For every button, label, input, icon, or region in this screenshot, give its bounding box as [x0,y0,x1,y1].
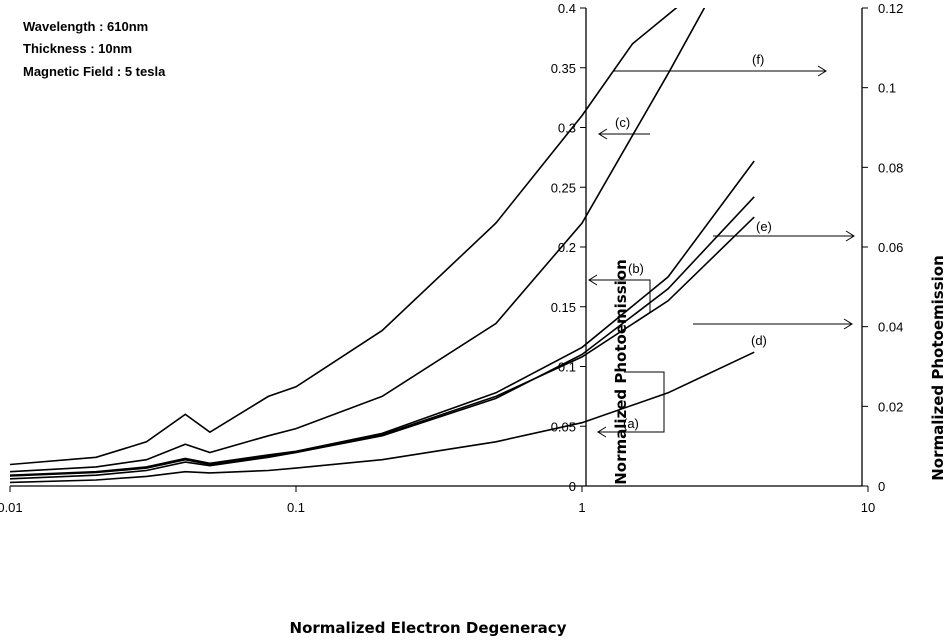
right-y-tick-label: 0.06 [878,240,903,255]
series-line-f [9,8,706,473]
series-label-f: (f) [752,52,764,67]
label-group-a: (a) [597,371,665,438]
left-y-ticks: 00.050.10.150.20.250.30.350.4 [551,1,586,494]
label-group-e: (e) [713,219,855,242]
right-y-tick-label: 0.02 [878,399,903,414]
right-y-ticks: 0 0.02 0.04 0.06 0.08 0.1 0.12 [862,1,903,494]
left-y-tick-label: 0.25 [551,180,576,195]
annotation-magnetic-field: Magnetic Field : 5 tesla [23,64,166,79]
series-label-e: (e) [756,219,772,234]
series-line-e [9,160,755,476]
series-label-a: (a) [623,416,639,431]
x-ticks: 0.01 0.1 1 10 [0,486,875,515]
left-y-tick-label: 0.2 [558,240,576,255]
right-y-tick-label: 0 [878,479,885,494]
x-axis-title: Normalized Electron Degeneracy [290,619,567,637]
left-y-tick-label: 0.3 [558,121,576,136]
label-group-c: (c) [598,115,650,140]
x-tick-label: 1 [578,500,585,515]
right-y-tick-label: 0.04 [878,320,903,335]
left-y-tick-label: 0.15 [551,300,576,315]
series-line-c [9,8,678,466]
right-y-tick-label: 0.08 [878,160,903,175]
annotation-wavelength: Wavelength : 610nm [23,19,148,34]
left-y-axis-title: Normalized Photoemission [612,259,630,485]
x-tick-label: 10 [861,500,875,515]
right-y-tick-label: 0.1 [878,81,896,96]
right-y-tick-label: 0.12 [878,1,903,16]
series-label-d: (d) [751,333,767,348]
x-tick-label: 0.01 [0,500,23,515]
left-y-tick-label: 0.4 [558,1,576,16]
series-line-b [9,216,755,480]
series-label-c: (c) [615,115,630,130]
series-curves [9,8,755,484]
label-group-f: (f) [614,52,827,77]
series-line-a [9,351,755,484]
series-label-b: (b) [628,261,644,276]
label-group-b: (b) [588,261,651,312]
label-group-d: (d) [693,318,853,348]
left-y-tick-label: 0.35 [551,61,576,76]
left-y-tick-label: 0.1 [558,360,576,375]
right-y-axis-title: Normalized Photoemission [929,255,947,481]
annotation-thickness: Thickness : 10nm [23,41,132,56]
series-line-d [9,196,755,477]
x-tick-label: 0.1 [287,500,305,515]
left-y-tick-label: 0 [569,479,576,494]
